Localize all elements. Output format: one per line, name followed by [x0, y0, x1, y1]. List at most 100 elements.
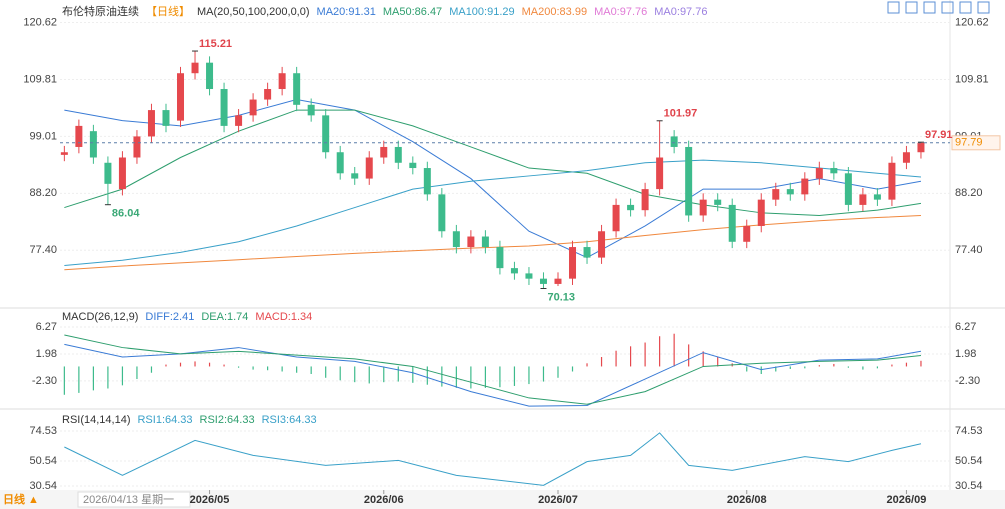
candle-body: [278, 73, 286, 90]
x-tick-label: 2026/08: [727, 494, 767, 506]
y-tick-label-right: 30.54: [955, 480, 983, 492]
low-label: 86.04: [112, 208, 140, 220]
y-tick-label: 1.98: [36, 348, 57, 360]
y-tick-label-right: 6.27: [955, 321, 976, 333]
candle-body: [423, 168, 431, 195]
candle-body: [641, 189, 649, 211]
high-label: 97.91: [925, 129, 953, 141]
candle-body: [438, 194, 446, 232]
candle-body: [583, 247, 591, 258]
candle-body: [830, 168, 838, 174]
header-item: 【日线】: [146, 4, 190, 18]
y-tick-label-right: 88.20: [955, 187, 983, 199]
date-box: [77, 491, 191, 508]
candle-body: [206, 62, 214, 90]
header-item: MACD(26,12,9): [62, 311, 138, 323]
candle-body: [264, 89, 272, 100]
y-tick-label: 109.81: [23, 73, 57, 85]
y-tick-label-right: 120.62: [955, 16, 989, 28]
candle-body: [728, 204, 736, 242]
candle-body: [409, 162, 417, 169]
x-tick-label: 2026/07: [538, 494, 578, 506]
y-tick-label: 120.62: [23, 16, 57, 28]
candle-body: [627, 204, 635, 211]
header-item: DEA:1.74: [201, 311, 248, 323]
candle-body: [452, 231, 460, 248]
candle-body: [815, 168, 823, 179]
candle-body: [902, 152, 910, 163]
candle-body: [60, 152, 68, 155]
candle-body: [598, 231, 606, 258]
indicator-line: [64, 334, 922, 405]
candle-body: [220, 89, 228, 126]
header-item: MA20:91.31: [317, 6, 376, 18]
y-tick-label-right: 1.98: [955, 348, 976, 360]
candle-body: [118, 157, 126, 190]
y-tick-label-right: 109.81: [955, 73, 989, 85]
candle-body: [133, 136, 141, 158]
y-tick-label: -2.30: [32, 375, 57, 387]
candle-body: [322, 115, 330, 153]
candle-body: [714, 199, 722, 205]
candle-body: [569, 247, 577, 279]
candle-body: [873, 194, 881, 200]
candle-body: [670, 136, 678, 147]
candle-body: [235, 115, 243, 126]
candle-body: [743, 225, 751, 242]
x-tick-label: 2026/05: [190, 494, 230, 506]
candle-body: [104, 162, 112, 184]
candle-body: [380, 146, 388, 158]
tool-icon[interactable]: [923, 1, 936, 14]
candle-body: [510, 268, 518, 274]
tool-icon[interactable]: [959, 1, 972, 14]
candle-body: [467, 236, 475, 248]
x-tick-label: 2026/06: [364, 494, 404, 506]
price-label: 97.79: [955, 137, 983, 149]
candle-body: [757, 199, 765, 226]
candle-body: [191, 62, 199, 74]
header-item: MA0:97.76: [654, 6, 707, 18]
header-item: RSI1:64.33: [137, 414, 192, 426]
candle-body: [917, 142, 925, 153]
y-tick-label: 99.01: [29, 130, 57, 142]
y-tick-label-right: 77.40: [955, 244, 983, 256]
candle-body: [336, 152, 344, 174]
y-tick-label: 6.27: [36, 321, 57, 333]
candle-body: [859, 194, 867, 205]
y-tick-label-right: 74.53: [955, 425, 983, 437]
y-tick-label: 88.20: [29, 187, 57, 199]
candle-body: [612, 204, 620, 232]
tool-icon[interactable]: [905, 1, 918, 14]
price-box: [951, 135, 1001, 151]
candle-body: [539, 278, 547, 284]
candle-body: [307, 104, 315, 116]
footer-period[interactable]: 日线 ▲: [3, 492, 39, 506]
candle-body: [525, 273, 533, 279]
header-item: MA200:83.99: [522, 6, 587, 18]
candle-body: [656, 157, 664, 190]
candle-body: [249, 99, 257, 116]
candle-body: [554, 278, 562, 284]
y-tick-label: 74.53: [29, 425, 57, 437]
tool-icon[interactable]: [977, 1, 990, 14]
candle-body: [844, 173, 852, 205]
candle-body: [888, 162, 896, 200]
y-tick-label: 30.54: [29, 480, 57, 492]
header-item: MACD:1.34: [255, 311, 312, 323]
candle-body: [496, 247, 504, 269]
candle-body: [481, 236, 489, 248]
tool-icon[interactable]: [887, 1, 900, 14]
y-tick-label: 50.54: [29, 455, 57, 467]
candle-body: [801, 178, 809, 195]
y-tick-label-right: 50.54: [955, 455, 983, 467]
tool-icon[interactable]: [941, 1, 954, 14]
low-label: 70.13: [547, 291, 575, 303]
candle-body: [685, 146, 693, 216]
candle-body: [772, 189, 780, 200]
candle-body: [394, 146, 402, 163]
y-tick-label: 77.40: [29, 244, 57, 256]
candle-body: [89, 131, 97, 158]
header-item: MA(20,50,100,200,0,0): [197, 6, 310, 18]
candle-body: [786, 189, 794, 195]
candle-body: [365, 157, 373, 179]
